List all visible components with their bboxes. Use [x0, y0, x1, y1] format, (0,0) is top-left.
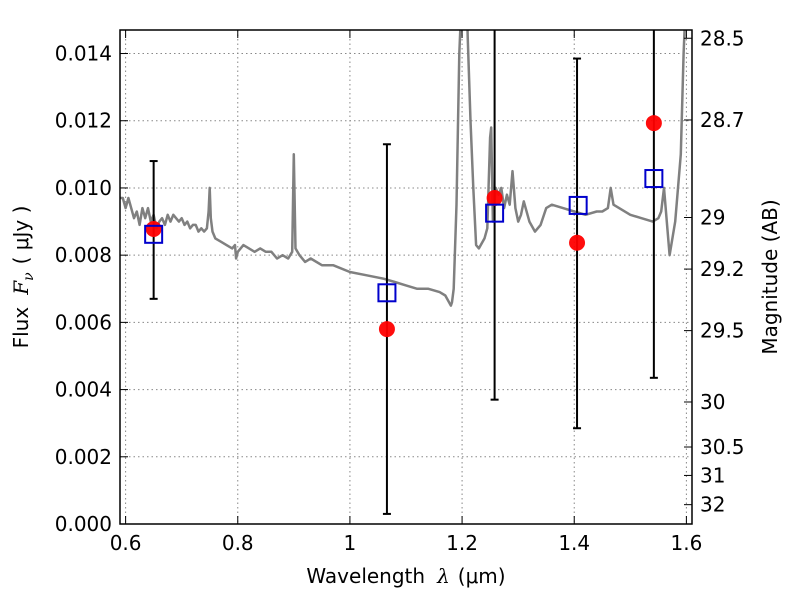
y-tick-label: 0.010	[55, 176, 112, 200]
y-axis-label-subscript: ν	[21, 272, 37, 281]
y-tick-label: 0.004	[55, 378, 112, 402]
y2-tick-label: 30.5	[700, 435, 745, 459]
x-axis-label: Wavelength λ (μm)	[306, 564, 505, 588]
y-axis-label: Flux Fν ( μJy )	[9, 206, 37, 349]
y-tick-label: 0.014	[55, 42, 112, 66]
x-tick-label: 0.6	[110, 531, 142, 555]
model-band-point	[377, 283, 397, 303]
grid	[120, 30, 692, 525]
observed-point	[378, 321, 395, 338]
plot-data	[120, 30, 686, 515]
y-tick-label: 0.012	[55, 109, 112, 133]
y2-tick-label: 29	[700, 206, 725, 230]
ticks	[120, 30, 692, 525]
y-tick-label: 0.006	[55, 310, 112, 334]
y-axis-label-symbol: F	[9, 280, 33, 296]
y2-tick-label: 32	[700, 493, 725, 517]
observed-point	[569, 234, 586, 251]
x-axis-label-symbol: λ	[436, 564, 450, 588]
y2-tick-label: 31	[700, 463, 725, 487]
y2-tick-label: 29.2	[700, 257, 745, 281]
model-band-point	[144, 224, 164, 244]
x-tick-label: 1	[344, 531, 357, 555]
x-tick-label: 0.8	[222, 531, 254, 555]
model-band-point	[568, 195, 588, 215]
model-spectrum-line	[120, 30, 686, 307]
y-tick-label: 0.000	[55, 512, 112, 536]
observed-point	[145, 220, 162, 237]
y-tick-label: 0.008	[55, 243, 112, 267]
tick-labels: 0.6 0.8 1 1.2 1.4 1.6 0.000 0.002 0.004 0.006 0.00…	[55, 26, 745, 555]
x-axis-label-text: Wavelength	[306, 564, 425, 588]
plot-frame	[119, 29, 693, 525]
observed-point	[645, 115, 662, 132]
observed-point	[486, 190, 503, 207]
model-band-point	[485, 203, 505, 223]
y2-tick-label: 30	[700, 390, 725, 414]
x-tick-label: 1.4	[558, 531, 590, 555]
x-tick-label: 1.2	[446, 531, 478, 555]
y2-tick-label: 28.5	[700, 26, 745, 50]
model-band-point	[644, 169, 664, 189]
y2-axis-label: Magnitude (AB)	[758, 199, 782, 354]
x-axis-label-unit: (μm)	[458, 564, 506, 588]
y2-tick-label: 28.7	[700, 108, 745, 132]
y-tick-label: 0.002	[55, 445, 112, 469]
x-tick-label: 1.6	[670, 531, 702, 555]
y-axis-label-unit: ( μJy )	[9, 206, 33, 265]
y-axis-label-text: Flux	[9, 307, 33, 349]
y2-tick-label: 29.5	[700, 319, 745, 343]
